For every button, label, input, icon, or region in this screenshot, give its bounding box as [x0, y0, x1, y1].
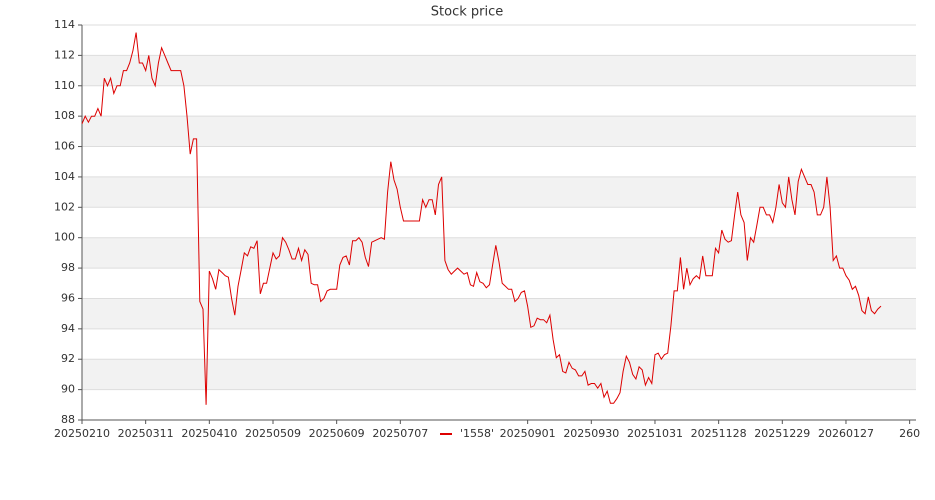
x-tick-label: 20250509	[245, 427, 301, 440]
chart-title: Stock price	[431, 5, 503, 20]
y-tick-label: 104	[54, 170, 75, 183]
grid-band	[82, 116, 916, 147]
y-tick-label: 114	[54, 18, 75, 31]
legend-box	[438, 426, 498, 442]
x-tick-label: 20250901	[500, 427, 556, 440]
x-tick-label: 20250609	[309, 427, 365, 440]
grid-band	[82, 55, 916, 86]
x-tick-label: 20250210	[54, 427, 110, 440]
y-tick-label: 92	[61, 352, 75, 365]
y-tick-label: 100	[54, 231, 75, 244]
x-tick-label: 260	[899, 427, 920, 440]
y-tick-label: 88	[61, 413, 75, 426]
x-tick-label: 20251128	[691, 427, 747, 440]
y-tick-label: 96	[61, 291, 75, 304]
y-tick-label: 112	[54, 48, 75, 61]
x-tick-label: 20260127	[818, 427, 874, 440]
grid-band	[82, 298, 916, 329]
y-tick-label: 106	[54, 140, 75, 153]
legend-label: '1558'	[460, 427, 494, 440]
y-tick-label: 94	[61, 322, 75, 335]
line-series	[81, 32, 882, 405]
x-tick-label: 20251229	[754, 427, 810, 440]
grid-band	[82, 359, 916, 390]
y-tick-label: 90	[61, 383, 75, 396]
x-tick-label: 20250930	[563, 427, 619, 440]
x-tick-label: 20250410	[181, 427, 237, 440]
y-tick-label: 108	[54, 109, 75, 122]
x-tick-label: 20250311	[118, 427, 174, 440]
y-tick-label: 110	[54, 79, 75, 92]
y-tick-label: 102	[54, 200, 75, 213]
x-tick-label: 20250707	[372, 427, 428, 440]
x-tick-label: 20251031	[627, 427, 683, 440]
y-tick-label: 98	[61, 261, 75, 274]
